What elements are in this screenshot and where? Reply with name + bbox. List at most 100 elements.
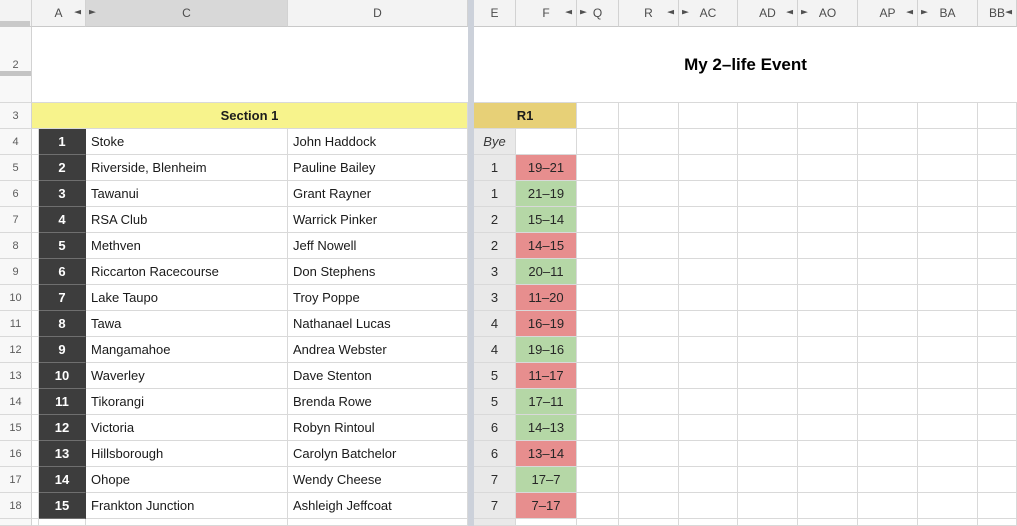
- column-header-e[interactable]: E: [474, 0, 516, 27]
- empty-cell[interactable]: [577, 285, 619, 311]
- empty-cell[interactable]: [619, 259, 679, 285]
- empty-cell[interactable]: [978, 233, 1017, 259]
- empty-cell[interactable]: [679, 415, 738, 441]
- empty-cell[interactable]: [738, 311, 798, 337]
- empty-cell[interactable]: [516, 519, 577, 526]
- empty-cell[interactable]: [918, 441, 978, 467]
- player-name-cell[interactable]: Robyn Rintoul: [288, 415, 468, 441]
- player-name-cell[interactable]: Carolyn Batchelor: [288, 441, 468, 467]
- score-cell[interactable]: 11–17: [516, 363, 577, 389]
- empty-cell[interactable]: [619, 493, 679, 519]
- empty-cell[interactable]: [918, 337, 978, 363]
- empty-cell[interactable]: [577, 181, 619, 207]
- empty-cell[interactable]: [978, 337, 1017, 363]
- select-all-corner[interactable]: [0, 0, 32, 27]
- empty-cell[interactable]: [679, 207, 738, 233]
- team-number-cell[interactable]: 6: [39, 259, 86, 285]
- empty-cell[interactable]: [577, 415, 619, 441]
- team-number-cell[interactable]: 3: [39, 181, 86, 207]
- empty-cell[interactable]: [978, 415, 1017, 441]
- score-cell[interactable]: 11–20: [516, 285, 577, 311]
- club-name-cell[interactable]: Riverside, Blenheim: [86, 155, 288, 181]
- unhide-columns-left-icon[interactable]: ◄: [74, 7, 81, 18]
- empty-cell[interactable]: [858, 207, 918, 233]
- empty-cell[interactable]: [679, 493, 738, 519]
- row-header[interactable]: 10: [0, 285, 32, 311]
- row-header[interactable]: 11: [0, 311, 32, 337]
- team-number-cell[interactable]: 14: [39, 467, 86, 493]
- unhide-columns-right-icon[interactable]: ►: [682, 7, 689, 18]
- row-header[interactable]: 5: [0, 155, 32, 181]
- team-number-cell[interactable]: 8: [39, 311, 86, 337]
- column-header-q[interactable]: ► Q: [577, 0, 619, 27]
- empty-cell[interactable]: [978, 207, 1017, 233]
- empty-cell[interactable]: [619, 103, 679, 129]
- empty-cell[interactable]: [86, 519, 288, 526]
- column-header-a[interactable]: A ◄: [32, 0, 86, 27]
- score-cell[interactable]: 14–15: [516, 233, 577, 259]
- unhide-columns-left-icon[interactable]: ◄: [786, 7, 793, 18]
- empty-cell[interactable]: [577, 155, 619, 181]
- empty-cell[interactable]: [577, 129, 619, 155]
- empty-cell[interactable]: [619, 337, 679, 363]
- empty-cell[interactable]: [798, 337, 858, 363]
- empty-cell[interactable]: [738, 493, 798, 519]
- game-number-cell[interactable]: 6: [474, 415, 516, 441]
- col-a-sliver-cell[interactable]: [32, 285, 39, 311]
- empty-cell[interactable]: [679, 259, 738, 285]
- game-number-cell[interactable]: 1: [474, 181, 516, 207]
- empty-cell[interactable]: [918, 415, 978, 441]
- unhide-columns-left-icon[interactable]: ◄: [667, 7, 674, 18]
- team-number-cell[interactable]: 10: [39, 363, 86, 389]
- player-name-cell[interactable]: Dave Stenton: [288, 363, 468, 389]
- game-number-cell[interactable]: 4: [474, 337, 516, 363]
- game-number-cell[interactable]: 2: [474, 207, 516, 233]
- empty-cell[interactable]: [918, 129, 978, 155]
- team-number-cell[interactable]: 15: [39, 493, 86, 519]
- game-number-cell[interactable]: 3: [474, 285, 516, 311]
- column-header-d[interactable]: D: [288, 0, 468, 27]
- col-a-sliver-cell[interactable]: [32, 155, 39, 181]
- game-number-cell[interactable]: 5: [474, 389, 516, 415]
- player-name-cell[interactable]: John Haddock: [288, 129, 468, 155]
- empty-cell[interactable]: [978, 493, 1017, 519]
- player-name-cell[interactable]: Andrea Webster: [288, 337, 468, 363]
- score-cell[interactable]: [516, 129, 577, 155]
- team-number-cell[interactable]: 11: [39, 389, 86, 415]
- col-a-sliver-cell[interactable]: [32, 415, 39, 441]
- empty-cell[interactable]: [577, 467, 619, 493]
- empty-cell[interactable]: [738, 103, 798, 129]
- empty-cell[interactable]: [918, 207, 978, 233]
- empty-cell[interactable]: [738, 181, 798, 207]
- empty-cell[interactable]: [798, 311, 858, 337]
- column-header-ao[interactable]: ► AO: [798, 0, 858, 27]
- col-a-sliver-cell[interactable]: [32, 467, 39, 493]
- empty-cell[interactable]: [577, 337, 619, 363]
- empty-cell[interactable]: [798, 519, 858, 526]
- empty-cell[interactable]: [858, 129, 918, 155]
- game-number-cell[interactable]: 3: [474, 259, 516, 285]
- empty-cell[interactable]: [619, 415, 679, 441]
- column-header-bb[interactable]: BB ◄: [978, 0, 1017, 27]
- col-a-sliver-cell[interactable]: [32, 233, 39, 259]
- score-cell[interactable]: 21–19: [516, 181, 577, 207]
- row-header[interactable]: 17: [0, 467, 32, 493]
- score-cell[interactable]: 17–7: [516, 467, 577, 493]
- col-a-sliver-cell[interactable]: [32, 337, 39, 363]
- empty-cell[interactable]: [978, 519, 1017, 526]
- empty-cell[interactable]: [738, 337, 798, 363]
- empty-cell[interactable]: [738, 415, 798, 441]
- empty-cell[interactable]: [679, 363, 738, 389]
- round-header-cell[interactable]: R1: [474, 103, 577, 129]
- row-header[interactable]: 15: [0, 415, 32, 441]
- empty-cell[interactable]: [577, 311, 619, 337]
- empty-cell[interactable]: [679, 337, 738, 363]
- game-number-cell[interactable]: 7: [474, 467, 516, 493]
- column-header-r[interactable]: R ◄: [619, 0, 679, 27]
- empty-cell[interactable]: [577, 519, 619, 526]
- row-header[interactable]: 6: [0, 181, 32, 207]
- empty-cell[interactable]: [679, 129, 738, 155]
- team-number-cell[interactable]: 12: [39, 415, 86, 441]
- club-name-cell[interactable]: Tawanui: [86, 181, 288, 207]
- empty-cell[interactable]: [577, 493, 619, 519]
